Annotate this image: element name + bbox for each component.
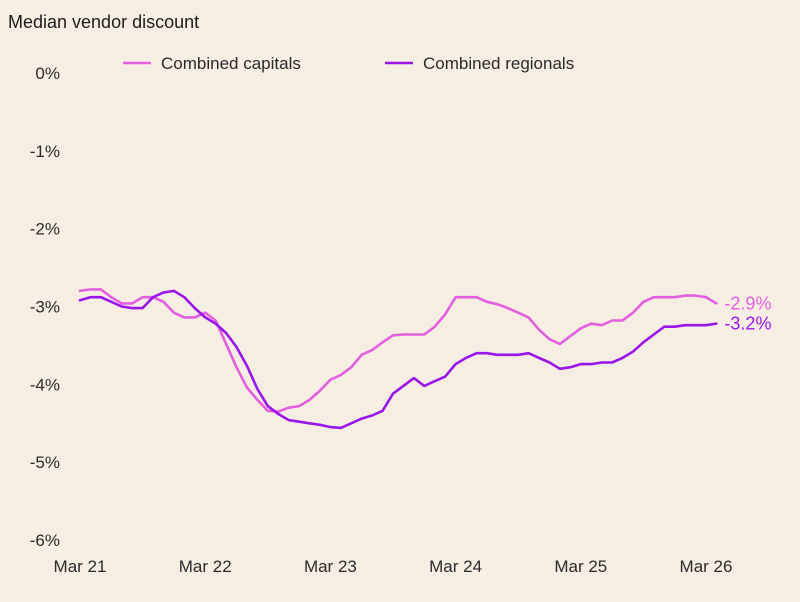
y-tick-label: -6% — [30, 531, 60, 550]
legend-label-capitals: Combined capitals — [161, 54, 301, 73]
x-tick-label: Mar 25 — [554, 557, 607, 576]
x-tick-label: Mar 26 — [680, 557, 733, 576]
legend: Combined capitals Combined regionals — [123, 54, 574, 73]
x-axis: Mar 21 Mar 22 Mar 23 Mar 24 Mar 25 Mar 26 — [54, 557, 733, 576]
y-tick-label: 0% — [35, 64, 60, 83]
x-tick-label: Mar 23 — [304, 557, 357, 576]
end-label-capitals: -2.9% — [724, 293, 771, 313]
y-tick-label: -2% — [30, 220, 60, 239]
x-tick-label: Mar 24 — [429, 557, 482, 576]
series-layer — [78, 288, 718, 430]
series-line-regionals — [78, 289, 718, 430]
y-tick-label: -3% — [30, 298, 60, 317]
y-tick-label: -1% — [30, 142, 60, 161]
x-tick-label: Mar 22 — [179, 557, 232, 576]
y-axis: 0% -1% -2% -3% -4% -5% -6% — [30, 64, 60, 550]
chart-title: Median vendor discount — [8, 12, 199, 32]
end-label-regionals: -3.2% — [724, 314, 771, 334]
y-tick-label: -4% — [30, 375, 60, 394]
series-line-capitals — [78, 288, 718, 413]
end-labels: -2.9%-3.2% — [724, 293, 771, 333]
y-tick-label: -5% — [30, 453, 60, 472]
x-tick-label: Mar 21 — [54, 557, 107, 576]
legend-label-regionals: Combined regionals — [423, 54, 574, 73]
